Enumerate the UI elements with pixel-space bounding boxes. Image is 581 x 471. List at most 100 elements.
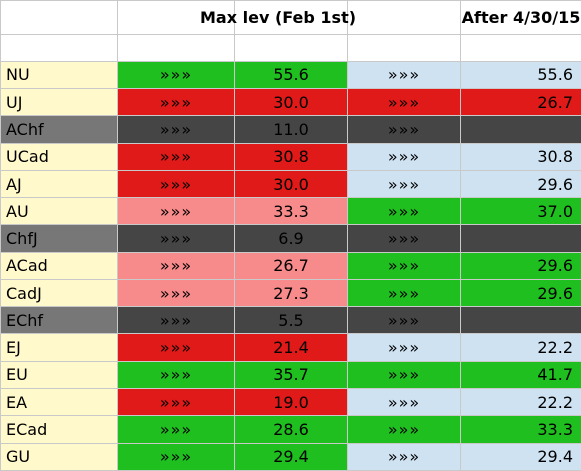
- max-lev-cell[interactable]: 21.4: [234, 333, 348, 362]
- empty-cell[interactable]: [460, 33, 581, 62]
- arrow-cell-left[interactable]: »»»: [117, 88, 235, 117]
- arrow-cell-left[interactable]: »»»: [117, 197, 235, 226]
- arrow-cell-right[interactable]: »»»: [347, 388, 461, 417]
- data-row: ACad»»» 26.7»»» 29.6: [0, 251, 581, 280]
- max-lev-cell[interactable]: 5.5: [234, 306, 348, 335]
- arrow-cell-left[interactable]: »»»: [117, 278, 235, 308]
- arrow-cell-left[interactable]: »»»: [117, 224, 235, 253]
- header-after[interactable]: After 4/30/15: [460, 0, 581, 35]
- header-cell-empty[interactable]: [0, 0, 118, 35]
- pair-label-cell[interactable]: UCad: [0, 142, 118, 171]
- after-value-cell[interactable]: 22.2: [460, 388, 581, 417]
- after-value-cell[interactable]: [460, 306, 581, 335]
- empty-cell[interactable]: [117, 33, 235, 62]
- after-value-cell[interactable]: 55.6: [460, 60, 581, 90]
- arrow-cell-left[interactable]: »»»: [117, 306, 235, 335]
- data-row: AU»»» 33.3»»» 37.0: [0, 197, 581, 226]
- max-lev-cell[interactable]: 35.7: [234, 360, 348, 390]
- arrow-cell-left[interactable]: »»»: [117, 115, 235, 144]
- max-lev-cell[interactable]: 19.0: [234, 388, 348, 417]
- arrow-cell-right[interactable]: »»»: [347, 360, 461, 390]
- after-value-cell[interactable]: 33.3: [460, 415, 581, 444]
- arrow-cell-left[interactable]: »»»: [117, 60, 235, 90]
- pair-label-cell[interactable]: AU: [0, 197, 118, 226]
- max-lev-cell[interactable]: 30.0: [234, 88, 348, 117]
- data-row: EChf»»» 5.5»»»: [0, 306, 581, 335]
- header-row: Max lev (Feb 1st) After 4/30/15: [0, 0, 581, 35]
- arrow-cell-right[interactable]: »»»: [347, 115, 461, 144]
- pair-label-cell[interactable]: ChfJ: [0, 224, 118, 253]
- data-row: AJ»»» 30.0»»» 29.6: [0, 169, 581, 199]
- max-lev-cell[interactable]: 26.7: [234, 251, 348, 280]
- arrow-cell-right[interactable]: »»»: [347, 415, 461, 444]
- data-row: GU»»» 29.4»»» 29.4: [0, 442, 581, 471]
- pair-label-cell[interactable]: AJ: [0, 169, 118, 199]
- data-row: ECad»»» 28.6»»» 33.3: [0, 415, 581, 444]
- data-row: EA»»» 19.0»»» 22.2: [0, 388, 581, 417]
- data-row: AChf»»» 11.0»»»: [0, 115, 581, 144]
- after-value-cell[interactable]: 29.6: [460, 251, 581, 280]
- pair-label-cell[interactable]: EA: [0, 388, 118, 417]
- data-row: ChfJ»»» 6.9»»»: [0, 224, 581, 253]
- arrow-cell-right[interactable]: »»»: [347, 60, 461, 90]
- arrow-cell-right[interactable]: »»»: [347, 197, 461, 226]
- arrow-cell-right[interactable]: »»»: [347, 142, 461, 171]
- empty-cell[interactable]: [0, 33, 118, 62]
- pair-label-cell[interactable]: EU: [0, 360, 118, 390]
- after-value-cell[interactable]: 29.6: [460, 169, 581, 199]
- arrow-cell-left[interactable]: »»»: [117, 169, 235, 199]
- max-lev-cell[interactable]: 27.3: [234, 278, 348, 308]
- max-lev-cell[interactable]: 29.4: [234, 442, 348, 471]
- max-lev-cell[interactable]: 30.0: [234, 169, 348, 199]
- pair-label-cell[interactable]: EJ: [0, 333, 118, 362]
- pair-label-cell[interactable]: ECad: [0, 415, 118, 444]
- after-value-cell[interactable]: 22.2: [460, 333, 581, 362]
- pair-label-cell[interactable]: NU: [0, 60, 118, 90]
- arrow-cell-right[interactable]: »»»: [347, 333, 461, 362]
- pair-label-cell[interactable]: CadJ: [0, 278, 118, 308]
- max-lev-cell[interactable]: 11.0: [234, 115, 348, 144]
- arrow-cell-right[interactable]: »»»: [347, 169, 461, 199]
- arrow-cell-right[interactable]: »»»: [347, 224, 461, 253]
- max-lev-cell[interactable]: 30.8: [234, 142, 348, 171]
- arrow-cell-left[interactable]: »»»: [117, 333, 235, 362]
- header-cell-empty[interactable]: [117, 0, 235, 35]
- data-row: NU»»» 55.6»»» 55.6: [0, 60, 581, 90]
- arrow-cell-left[interactable]: »»»: [117, 388, 235, 417]
- header-max-lev[interactable]: Max lev (Feb 1st): [200, 0, 356, 35]
- pair-label-cell[interactable]: ACad: [0, 251, 118, 280]
- header-cell-empty[interactable]: [347, 0, 461, 35]
- max-lev-cell[interactable]: 28.6: [234, 415, 348, 444]
- arrow-cell-right[interactable]: »»»: [347, 88, 461, 117]
- max-lev-cell[interactable]: 33.3: [234, 197, 348, 226]
- after-value-cell[interactable]: 30.8: [460, 142, 581, 171]
- arrow-cell-left[interactable]: »»»: [117, 415, 235, 444]
- arrow-cell-left[interactable]: »»»: [117, 251, 235, 280]
- arrow-cell-right[interactable]: »»»: [347, 278, 461, 308]
- after-value-cell[interactable]: 41.7: [460, 360, 581, 390]
- arrow-cell-left[interactable]: »»»: [117, 142, 235, 171]
- empty-cell[interactable]: [234, 33, 348, 62]
- after-value-cell[interactable]: 29.6: [460, 278, 581, 308]
- arrow-cell-left[interactable]: »»»: [117, 442, 235, 471]
- after-value-cell[interactable]: 29.4: [460, 442, 581, 471]
- pair-label-cell[interactable]: UJ: [0, 88, 118, 117]
- arrow-cell-right[interactable]: »»»: [347, 442, 461, 471]
- max-lev-cell[interactable]: 55.6: [234, 60, 348, 90]
- blank-row: [0, 33, 581, 62]
- after-value-cell[interactable]: [460, 224, 581, 253]
- after-value-cell[interactable]: [460, 115, 581, 144]
- empty-cell[interactable]: [347, 33, 461, 62]
- max-lev-cell[interactable]: 6.9: [234, 224, 348, 253]
- pair-label-cell[interactable]: GU: [0, 442, 118, 471]
- data-row: EU»»» 35.7»»» 41.7: [0, 360, 581, 390]
- pair-label-cell[interactable]: EChf: [0, 306, 118, 335]
- after-value-cell[interactable]: 26.7: [460, 88, 581, 117]
- data-row: UJ»»» 30.0»»» 26.7: [0, 88, 581, 117]
- data-row: CadJ»»» 27.3»»» 29.6: [0, 278, 581, 308]
- arrow-cell-left[interactable]: »»»: [117, 360, 235, 390]
- arrow-cell-right[interactable]: »»»: [347, 251, 461, 280]
- after-value-cell[interactable]: 37.0: [460, 197, 581, 226]
- pair-label-cell[interactable]: AChf: [0, 115, 118, 144]
- arrow-cell-right[interactable]: »»»: [347, 306, 461, 335]
